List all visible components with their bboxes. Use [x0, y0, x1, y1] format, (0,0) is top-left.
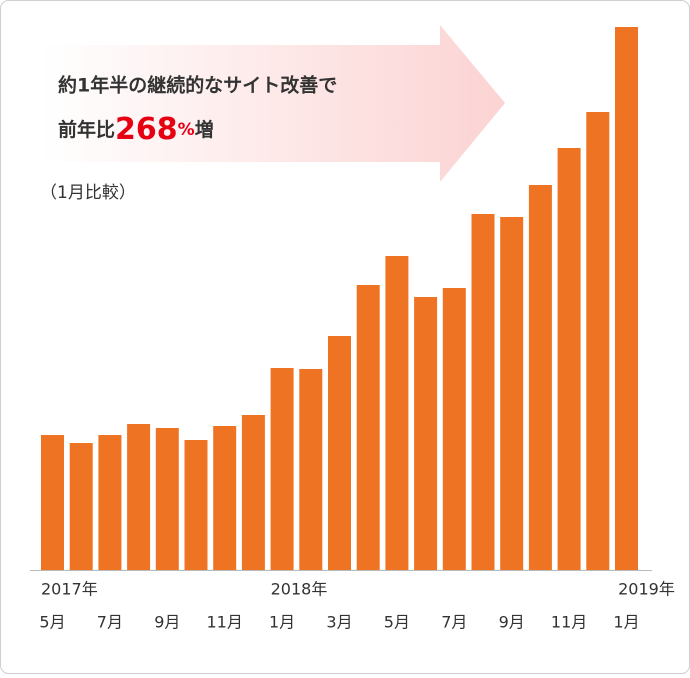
- bar: [184, 440, 208, 570]
- bar: [500, 217, 524, 570]
- x-tick-label: 11月: [551, 613, 587, 632]
- year-label: 2018年: [271, 580, 328, 599]
- year-label: 2017年: [41, 580, 98, 599]
- x-tick-label: 11月: [207, 613, 243, 632]
- x-tick-label: 7月: [441, 613, 467, 632]
- bar: [528, 185, 552, 570]
- bar: [328, 336, 351, 570]
- bar: [69, 443, 93, 570]
- annotation-line1: 約1年半の継続的なサイト改善で: [58, 74, 337, 97]
- bar: [241, 415, 265, 570]
- bar: [471, 214, 495, 570]
- bar: [356, 285, 380, 570]
- year-label: 2019年: [618, 580, 675, 599]
- bar: [127, 424, 151, 570]
- bar: [41, 435, 64, 570]
- bar: [299, 369, 323, 570]
- x-tick-label: 5月: [39, 613, 65, 632]
- x-tick-label: 1月: [613, 613, 639, 632]
- bar: [557, 148, 581, 570]
- x-tick-label: 9月: [499, 613, 525, 632]
- x-tick-label: 5月: [384, 613, 410, 632]
- bar: [414, 297, 438, 570]
- bar: [385, 256, 409, 570]
- bar: [442, 288, 466, 570]
- bar: [213, 426, 237, 570]
- annotation-note: （1月比較）: [40, 183, 136, 203]
- annotation-line2: 前年比268%増: [58, 112, 214, 147]
- bar: [270, 368, 294, 570]
- arrow: [40, 25, 505, 182]
- bar: [98, 435, 122, 570]
- x-tick-label: 1月: [269, 613, 295, 632]
- annotation-percent: %: [178, 120, 195, 140]
- annotation-number: 268: [115, 112, 178, 147]
- x-tick-label: 3月: [326, 613, 352, 632]
- annotation-suffix: 増: [195, 118, 214, 141]
- bar: [615, 27, 638, 570]
- x-tick-label: 7月: [97, 613, 123, 632]
- bar: [586, 112, 610, 570]
- annotation-prefix: 前年比: [58, 118, 115, 141]
- x-tick-label: 9月: [154, 613, 180, 632]
- bar: [155, 428, 179, 570]
